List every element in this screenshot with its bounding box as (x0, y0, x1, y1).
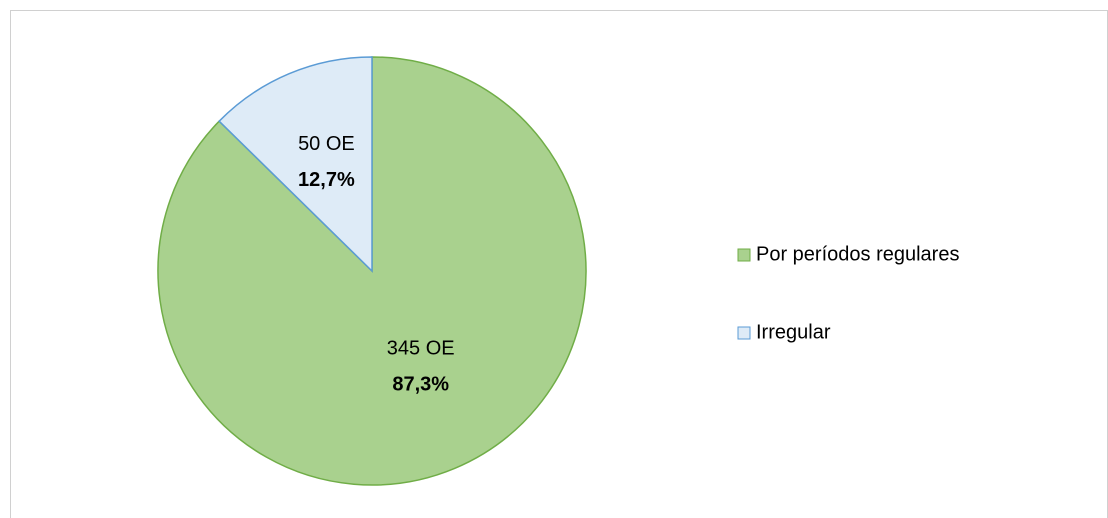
slice-count-label: 345 OE (387, 338, 455, 360)
legend-swatch (737, 326, 751, 340)
pie-slice (218, 56, 373, 273)
slice-count-label: 50 OE (298, 133, 355, 155)
slice-percent-label: 87,3% (392, 374, 449, 396)
legend-swatch (737, 248, 751, 262)
legend-label: Irregular (756, 321, 831, 343)
legend-label: Por períodos regulares (756, 243, 959, 265)
slice-percent-label: 12,7% (298, 169, 355, 191)
